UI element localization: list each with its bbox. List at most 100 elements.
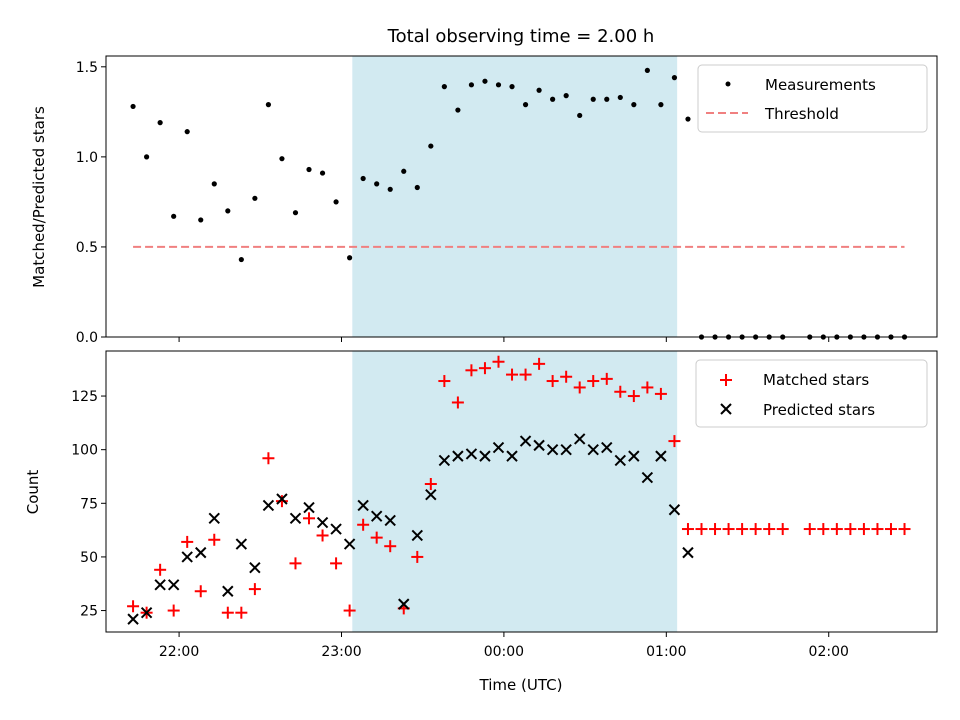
matched-star-point (614, 385, 627, 398)
matched-star-point (438, 375, 451, 388)
matched-star-point (627, 390, 640, 403)
predicted-star-point (140, 606, 153, 619)
matched-star-point (181, 535, 194, 548)
x-tick-label: 22:00 (159, 644, 199, 660)
measurement-point (144, 154, 150, 160)
top-y-axis-title: Matched/Predicted stars (30, 106, 48, 288)
predicted-star-point (357, 499, 369, 512)
measurement-point (590, 96, 596, 102)
predicted-star-point (560, 443, 572, 456)
legend-matched-marker (720, 374, 732, 386)
matched-star-point (343, 604, 356, 617)
matched-star-point (668, 435, 681, 448)
matched-star-point (330, 557, 343, 570)
predicted-star-point (195, 546, 207, 559)
predicted-star-point (303, 501, 315, 514)
bottom-panel: 25 50 75 100 125 22:00 23:00 00:00 01:00 02:00 Co… (24, 350, 938, 694)
matched-star-point (194, 585, 207, 598)
predicted-star-point (276, 493, 288, 505)
matched-star-point (357, 518, 370, 531)
chart-title: Total observing time = 2.00 h (387, 26, 655, 47)
matched-star-point (492, 355, 505, 368)
predicted-star-point (330, 523, 342, 535)
matched-star-point (600, 372, 613, 385)
measurement-point (292, 210, 299, 216)
matched-star-point (844, 523, 857, 536)
measurement-point (522, 102, 529, 108)
measurement-point (536, 87, 542, 93)
predicted-star-point (208, 512, 220, 525)
y-tick-label: 1.0 (76, 150, 98, 166)
predicted-star-point (249, 561, 261, 574)
measurement-point (225, 208, 231, 214)
measurement-point (550, 96, 556, 102)
measurement-point (441, 84, 447, 90)
predicted-star-point (641, 471, 654, 484)
predicted-star-point (262, 499, 275, 512)
y-tick-label: 75 (80, 496, 98, 512)
predicted-star-point (628, 450, 640, 462)
matched-star-point (641, 381, 654, 394)
shaded-interval (352, 351, 678, 632)
predicted-star-point (519, 435, 532, 447)
predicted-star-point (668, 504, 681, 516)
x-axis-title: Time (UTC) (479, 676, 563, 694)
measurement-point (401, 168, 407, 174)
predicted-star-point (573, 433, 586, 445)
matched-star-point (736, 523, 749, 536)
matched-star-point (763, 523, 776, 536)
predicted-star-point (533, 439, 545, 452)
measurement-point (279, 156, 285, 162)
predicted-star-point (587, 443, 599, 456)
predicted-star-point (181, 551, 193, 563)
matched-star-point (289, 557, 302, 570)
legend-matched-label: Matched stars (763, 371, 869, 389)
measurement-point (414, 184, 420, 191)
matched-star-point (857, 523, 870, 536)
measurement-point (455, 107, 461, 113)
measurement-point (238, 256, 244, 263)
legend-threshold-label: Threshold (764, 105, 839, 123)
measurement-point (482, 78, 488, 84)
y-tick-label: 100 (71, 443, 98, 459)
y-tick-label: 50 (80, 550, 98, 566)
predicted-star-point (438, 454, 451, 467)
measurement-point (333, 199, 339, 205)
predicted-star-point (384, 514, 396, 527)
measurement-point (495, 82, 502, 88)
measurement-point (171, 213, 177, 219)
predicted-star-point (235, 538, 248, 550)
legend-predicted-label: Predicted stars (763, 401, 875, 419)
matched-star-point (830, 523, 843, 536)
bottom-y-axis-title: Count (24, 470, 42, 515)
y-tick-label: 1.5 (76, 60, 98, 76)
matched-star-point (235, 606, 248, 619)
predicted-star-point (289, 512, 302, 525)
x-tick-label: 00:00 (484, 644, 524, 660)
x-tick-label: 01:00 (646, 644, 686, 660)
matched-star-point (316, 529, 329, 542)
predicted-star-point (506, 450, 518, 462)
predicted-star-point (127, 613, 139, 625)
matched-star-point (275, 495, 288, 508)
measurement-point (685, 116, 691, 122)
bottom-panel-frame (105, 350, 938, 633)
matched-star-point (303, 512, 316, 525)
legend-measurements-label: Measurements (765, 76, 876, 94)
predicted-star-point (154, 579, 166, 591)
measurement-point (617, 94, 623, 101)
matched-star-point (478, 362, 491, 375)
matched-star-point (654, 387, 667, 400)
measurement-point (252, 195, 258, 201)
matched-star-point (871, 523, 884, 536)
matched-star-point (546, 375, 559, 388)
measurement-point (198, 217, 204, 223)
matched-star-point (451, 396, 464, 409)
matched-star-point (695, 523, 708, 536)
matched-star-point (424, 477, 437, 490)
predicted-star-point (546, 443, 559, 456)
measurement-point (577, 112, 583, 119)
matched-star-point (776, 523, 789, 536)
matched-star-point (167, 604, 180, 617)
